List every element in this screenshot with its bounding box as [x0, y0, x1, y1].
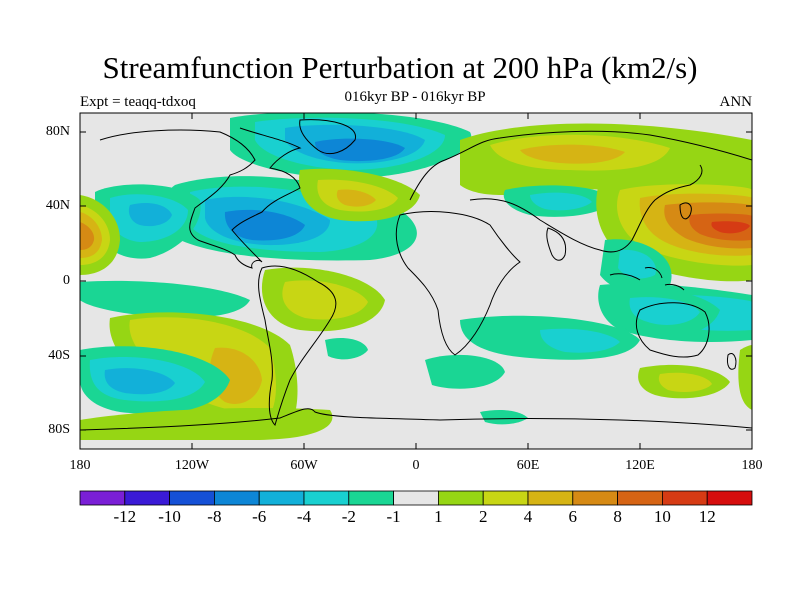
contour-satl-pos — [282, 280, 368, 320]
colorbar-swatch — [527, 490, 574, 506]
colorbar-swatch — [124, 490, 171, 506]
coastlines — [80, 119, 752, 431]
colorbar-tick-label: 10 — [653, 507, 671, 526]
x-tick-label: 60E — [516, 458, 540, 473]
x-tick-label: 60W — [290, 458, 318, 473]
colorbar-tick-label: -12 — [113, 507, 137, 526]
contour-sind-neg — [540, 328, 620, 353]
contour-ant-neg — [480, 410, 528, 425]
colorbar-tick-label: 2 — [478, 507, 488, 526]
colorbar-tick-label: 4 — [523, 507, 533, 526]
contour-atlantic-neg — [224, 209, 305, 241]
plot-title: Streamfunction Perturbation at 200 hPa (… — [102, 50, 698, 85]
contour-arctic-neg — [315, 138, 405, 162]
colorbar — [79, 490, 753, 506]
colorbar-swatch — [303, 490, 350, 506]
colorbar-swatch — [572, 490, 618, 506]
coast-north-america — [99, 127, 302, 269]
coast-africa — [395, 211, 521, 356]
contour-wnpac-pos — [711, 221, 750, 234]
colorbar-tick-label: 12 — [698, 507, 716, 526]
colorbar-swatch — [213, 490, 260, 506]
x-tick-label: 120E — [625, 458, 655, 473]
colorbar-tick-label: 6 — [568, 507, 578, 526]
contour-saus-pos — [658, 372, 712, 392]
contour-sopac-neg — [104, 368, 175, 395]
colorbar-tick-label: -4 — [296, 507, 312, 526]
colorbar-swatch — [662, 490, 708, 506]
colorbar-tick-label: -8 — [207, 507, 222, 526]
colorbar-tick-label: -6 — [252, 507, 267, 526]
coast-greenland — [299, 119, 356, 155]
contour-natl-pos — [336, 189, 376, 207]
colorbar-tick-label: -10 — [158, 507, 181, 526]
plot-subtitle: 016kyr BP - 016kyr BP — [344, 89, 486, 105]
colorbar-swatch — [169, 490, 215, 506]
y-tick-label: 40N — [45, 198, 70, 213]
x-axis-ticks — [79, 113, 753, 449]
coast-australia — [635, 302, 710, 358]
coast-india — [546, 227, 567, 261]
coast-antarctica — [80, 408, 752, 431]
colorbar-tick-label: -1 — [386, 507, 401, 526]
colorbar-tick-label: 1 — [434, 507, 443, 526]
x-tick-label: 0 — [412, 458, 420, 473]
contour-saus-pos — [738, 345, 752, 410]
experiment-label: Expt = teaqq-tdxoq — [80, 94, 196, 110]
contour-sind-neg — [425, 354, 505, 389]
colorbar-swatch — [393, 490, 439, 506]
x-tick-label: 180 — [741, 458, 763, 473]
coast-indonesia — [609, 267, 685, 291]
coast-south-america — [258, 265, 337, 426]
coast-new-zealand — [727, 353, 737, 370]
season-label: ANN — [719, 94, 753, 110]
contour-npac-neg — [128, 203, 172, 227]
colorbar-swatch — [437, 490, 484, 506]
colorbar-swatch — [706, 490, 753, 506]
contour-seasia-neg — [618, 249, 656, 279]
x-tick-label: 120W — [174, 458, 210, 473]
y-axis-ticks — [80, 131, 752, 431]
colorbar-swatch — [348, 490, 394, 506]
y-tick-label: 80S — [48, 422, 70, 437]
contour-casia-neg — [530, 192, 592, 211]
y-tick-label: 40S — [48, 348, 70, 363]
coast-eurasia — [409, 130, 752, 253]
coast-japan — [679, 202, 692, 220]
contour-trop-neg — [80, 280, 250, 318]
colorbar-swatch — [258, 490, 305, 506]
colorbar-swatch — [617, 490, 663, 506]
y-tick-label: 80N — [45, 124, 70, 139]
y-tick-label: 0 — [63, 273, 70, 288]
contour-sind-neg — [325, 338, 368, 360]
contour-aus-neg — [629, 297, 700, 325]
x-tick-label: 180 — [69, 458, 91, 473]
colorbar-swatch — [79, 490, 126, 506]
contour-eurasia-pos — [520, 144, 625, 164]
colorbar-swatch — [482, 490, 529, 506]
colorbar-tick-label: 8 — [613, 507, 622, 526]
colorbar-tick-label: -2 — [341, 507, 356, 526]
contour-enpac-pos — [80, 222, 95, 250]
